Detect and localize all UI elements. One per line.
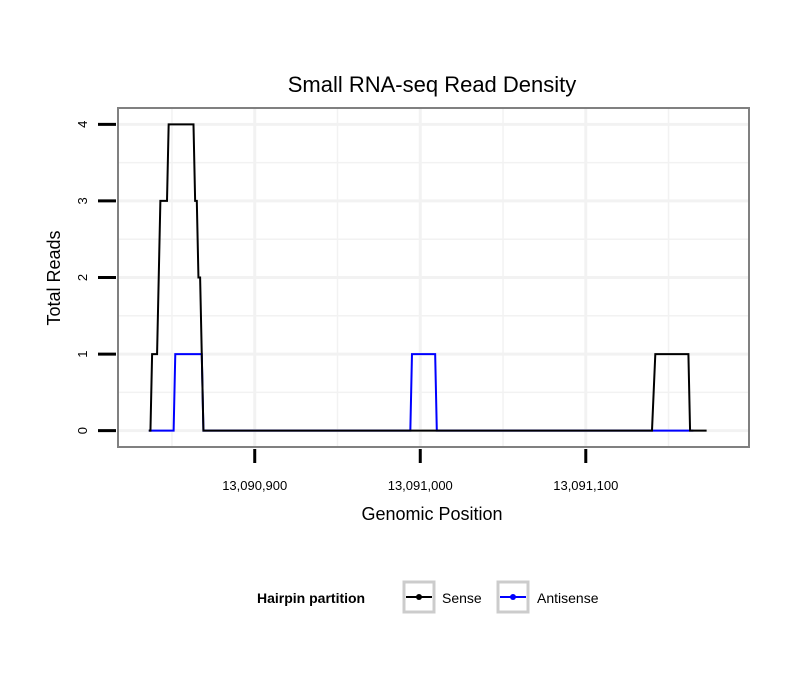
- series-layer: [148, 123, 707, 432]
- x-axis: 13,090,900 13,091,000 13,091,100: [222, 449, 618, 493]
- x-tick-label: 13,091,000: [388, 478, 453, 493]
- legend: Hairpin partition Sense Antisense: [257, 580, 599, 614]
- chart-title: Small RNA-seq Read Density: [288, 72, 577, 97]
- legend-key-sense-dot: [416, 594, 422, 600]
- series-line-sense: [148, 123, 707, 432]
- y-tick-label: 1: [75, 350, 90, 357]
- y-tick-label: 3: [75, 197, 90, 204]
- legend-title: Hairpin partition: [257, 590, 365, 606]
- y-axis-label: Total Reads: [44, 230, 64, 325]
- y-tick-label: 4: [75, 121, 90, 128]
- legend-label-antisense: Antisense: [537, 590, 599, 606]
- legend-item-sense: Sense: [402, 580, 482, 614]
- legend-item-antisense: Antisense: [496, 580, 599, 614]
- legend-key-antisense-dot: [510, 594, 516, 600]
- y-tick-label: 0: [75, 427, 90, 434]
- y-tick-label: 2: [75, 274, 90, 281]
- plot-panel-border: [117, 107, 750, 448]
- x-tick-label: 13,090,900: [222, 478, 287, 493]
- x-axis-label: Genomic Position: [361, 504, 502, 524]
- y-axis: 0 1 2 3 4: [75, 121, 116, 434]
- x-tick-label: 13,091,100: [553, 478, 618, 493]
- legend-label-sense: Sense: [442, 590, 482, 606]
